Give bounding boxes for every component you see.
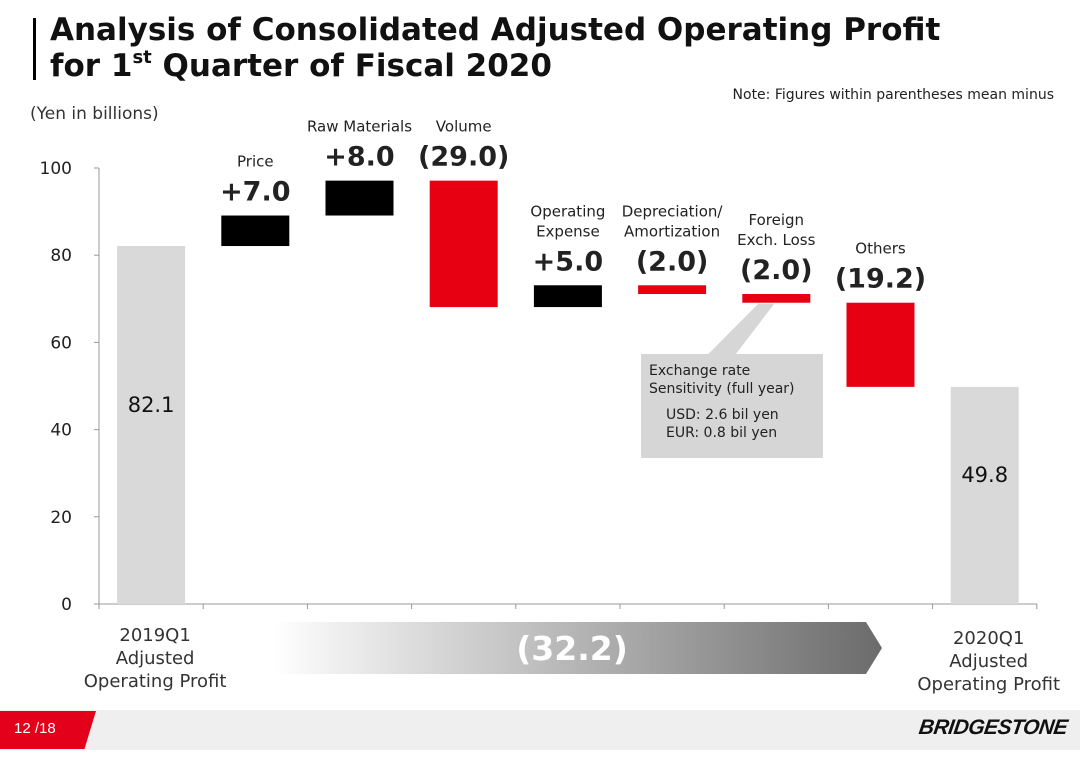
unit-label: (Yen in billions) <box>30 104 159 124</box>
category-label-depr: Amortization <box>624 222 720 240</box>
data-label-others: (19.2) <box>835 264 926 295</box>
title-accent-bar <box>33 18 36 80</box>
title-line-2-post: Quarter of Fiscal 2020 <box>151 48 552 84</box>
title-line-2-sup: st <box>132 46 152 68</box>
bridgestone-logo: BRIDGESTONE <box>917 716 1069 739</box>
y-tick-label: 0 <box>61 595 72 615</box>
page-number: 12 /18 <box>14 720 56 737</box>
y-tick-label: 40 <box>50 421 72 441</box>
callout-usd: USD: 2.6 bil yen <box>666 407 779 423</box>
category-label-depr: Depreciation/ <box>622 202 724 220</box>
title-line-2: for 1st Quarter of Fiscal 2020 <box>50 48 940 84</box>
exchange-rate-callout: Exchange rate Sensitivity (full year) US… <box>641 354 823 458</box>
bar-price <box>221 215 290 247</box>
data-label-volume: (29.0) <box>418 142 509 173</box>
x-label-end: Adjusted <box>949 651 1028 672</box>
page-number-tab <box>0 711 96 749</box>
bar-end <box>950 386 1019 604</box>
category-label-price: Price <box>237 153 274 171</box>
data-label-end: 49.8 <box>961 463 1008 487</box>
category-label-raw: Raw Materials <box>307 118 412 136</box>
callout-line-2: Sensitivity (full year) <box>649 381 795 397</box>
callout-pointer <box>706 303 775 356</box>
category-label-opex: Expense <box>536 222 600 240</box>
data-label-opex: +5.0 <box>533 246 603 277</box>
y-tick-label: 20 <box>50 508 72 528</box>
total-change-arrow <box>272 622 882 674</box>
bar-depr <box>638 285 707 295</box>
bar-opex <box>533 285 602 308</box>
data-label-raw: +8.0 <box>324 142 394 173</box>
y-tick-label: 80 <box>50 246 72 266</box>
x-label-end: Operating Profit <box>917 674 1060 695</box>
note-text: Note: Figures within parentheses mean mi… <box>732 87 1054 103</box>
category-label-fx: Exch. Loss <box>737 231 815 249</box>
callout-line-1: Exchange rate <box>649 363 751 379</box>
bar-start <box>117 246 186 604</box>
bar-others <box>846 302 915 387</box>
data-label-start: 82.1 <box>128 393 175 417</box>
category-label-others: Others <box>855 240 906 258</box>
data-label-fx: (2.0) <box>740 255 813 286</box>
bar-volume <box>429 180 498 308</box>
category-label-fx: Foreign <box>749 211 805 229</box>
footer-bar <box>0 710 1080 750</box>
title-line-2-pre: for 1 <box>50 48 133 84</box>
category-label-opex: Operating <box>530 202 605 220</box>
callout-eur: EUR: 0.8 bil yen <box>666 425 778 441</box>
bar-fx <box>742 294 811 303</box>
data-label-depr: (2.0) <box>636 246 709 277</box>
page-title: Analysis of Consolidated Adjusted Operat… <box>50 12 940 84</box>
x-label-start: Operating Profit <box>84 671 227 692</box>
x-label-end: 2020Q1 <box>953 628 1024 649</box>
category-label-volume: Volume <box>436 118 492 136</box>
total-change-label: (32.2) <box>516 629 628 668</box>
x-label-start: Adjusted <box>116 648 195 669</box>
data-label-price: +7.0 <box>220 177 290 208</box>
bar-raw <box>325 180 394 216</box>
title-line-1: Analysis of Consolidated Adjusted Operat… <box>50 12 941 48</box>
y-tick-label: 100 <box>40 159 72 179</box>
x-label-start: 2019Q1 <box>119 625 190 646</box>
y-tick-label: 60 <box>50 333 72 353</box>
